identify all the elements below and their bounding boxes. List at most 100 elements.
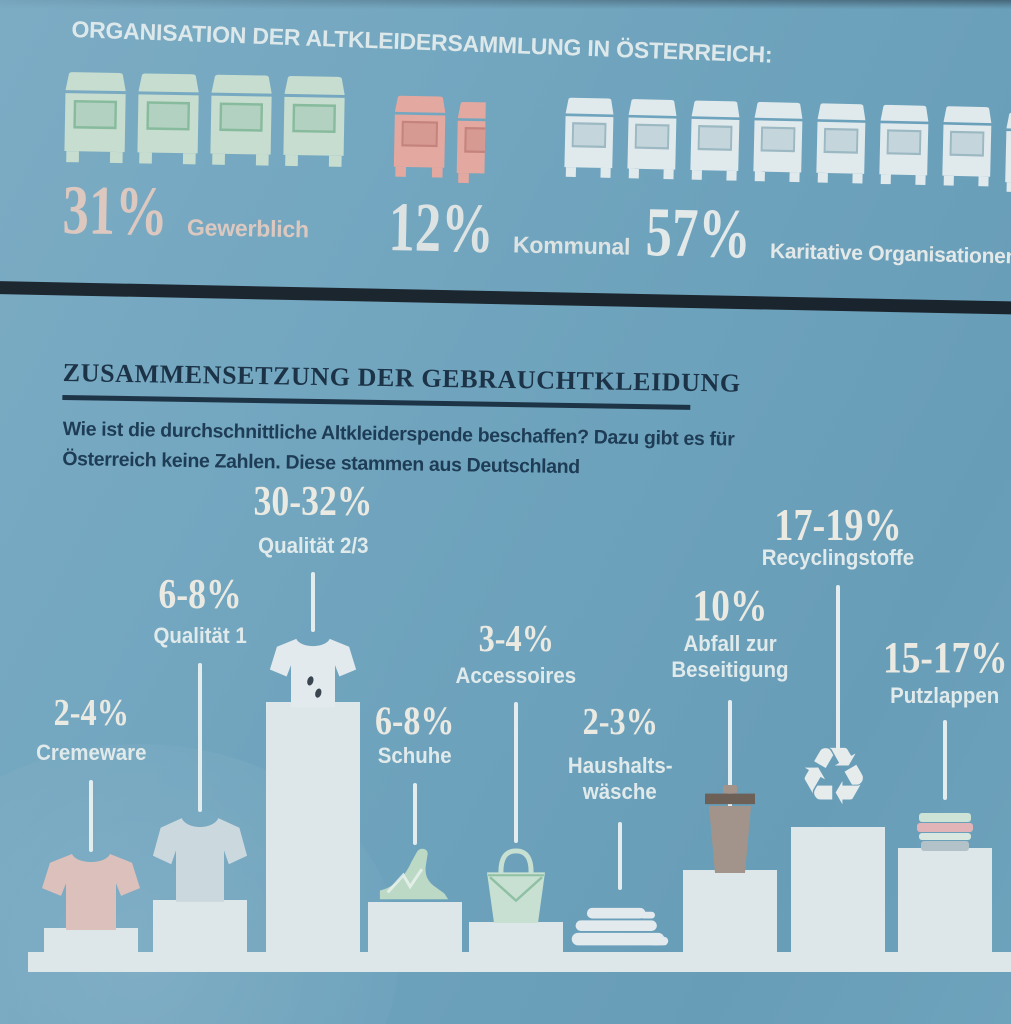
item-name-line: Abfall zur xyxy=(620,631,840,657)
bar xyxy=(368,902,462,956)
group-label: Karitative Organisationen xyxy=(769,239,1011,269)
clothing-container-icon xyxy=(390,92,449,188)
container-group-0 xyxy=(60,68,349,178)
item-name: Putzlappen xyxy=(835,683,1011,709)
item-name-line: Schuhe xyxy=(305,743,525,769)
clothing-container-icon-partial xyxy=(1002,109,1011,197)
item-percent-text: 17-19% xyxy=(774,500,902,550)
item-percent-text: 2-4% xyxy=(53,692,129,734)
leader-line xyxy=(311,572,315,632)
clothing-container-icon-partial xyxy=(453,98,486,189)
item-name-line: Qualität 1 xyxy=(90,623,310,649)
item-name-line: Putzlappen xyxy=(835,683,1011,709)
item-name-text: Haushalts- xyxy=(567,753,673,778)
paper-shadow-overlay xyxy=(0,0,1011,9)
item-percent: 2-3% xyxy=(510,702,730,743)
clothing-container-icon xyxy=(687,97,743,191)
clothing-container-icon xyxy=(561,94,617,188)
shoe-icon xyxy=(376,847,454,905)
container-group-caption-0: 31% Gewerblich xyxy=(61,172,310,251)
clothing-container-icon xyxy=(624,95,680,189)
clothing-container-icon xyxy=(750,98,806,192)
item-name-text: Accessoires xyxy=(455,663,577,688)
item-name: Qualität 2/3 xyxy=(203,533,423,559)
clothing-container-icon xyxy=(133,69,203,175)
handbag-icon xyxy=(480,847,552,925)
bottom-section-heading: ZUSAMMENSETZUNG DER GEBRAUCHTKLEIDUNG xyxy=(62,358,741,398)
item-name: Accessoires xyxy=(406,663,626,689)
group-percent: 31% xyxy=(61,172,169,251)
item-name-line: Accessoires xyxy=(406,663,626,689)
group-label: Gewerblich xyxy=(186,214,310,243)
item-percent: 15-17% xyxy=(835,633,1011,682)
clothing-container-icon xyxy=(939,103,995,197)
item-percent: 6-8% xyxy=(90,573,310,617)
leader-line xyxy=(943,720,947,800)
leader-line xyxy=(836,585,840,753)
item-percent: 10% xyxy=(620,581,840,630)
clothing-container-icon xyxy=(876,101,932,195)
group-label: Kommunal xyxy=(512,231,631,260)
leader-line xyxy=(198,663,202,812)
bar xyxy=(683,870,777,956)
item-percent-text: 3-4% xyxy=(478,618,554,660)
item-name-text: Schuhe xyxy=(378,743,452,768)
item-name: Cremeware xyxy=(0,740,201,766)
item-percent-text: 6-8% xyxy=(158,572,242,618)
container-group-2 xyxy=(561,94,1011,197)
bar xyxy=(791,827,885,956)
item-name-line: Haushalts- xyxy=(510,753,730,779)
bar xyxy=(266,702,360,956)
item-name: Qualität 1 xyxy=(90,623,310,649)
item-percent-text: 10% xyxy=(692,581,768,630)
item-percent-text: 30-32% xyxy=(253,479,373,525)
trash-can-icon xyxy=(698,785,762,873)
tshirt-buttons-icon xyxy=(269,638,357,708)
leader-line xyxy=(618,822,622,890)
group-percent: 12% xyxy=(387,189,495,269)
heading-underline xyxy=(62,394,691,410)
towels-icon xyxy=(568,906,672,954)
item-percent: 3-4% xyxy=(406,618,626,660)
tshirt-icon xyxy=(152,817,248,903)
section-divider xyxy=(0,281,1011,315)
item-percent: 30-32% xyxy=(203,480,423,524)
bar xyxy=(44,928,138,956)
item-percent-text: 15-17% xyxy=(882,633,1008,682)
recycle-icon: ♻ xyxy=(798,730,870,823)
clothing-container-icon xyxy=(279,72,349,178)
clothing-container-icon xyxy=(206,71,276,177)
item-percent: 17-19% xyxy=(728,500,948,550)
group-percent: 57% xyxy=(644,194,752,274)
container-group-caption-2: 57% Karitative Organisationen xyxy=(644,194,1011,276)
leader-line xyxy=(413,783,417,845)
item-name-text: Qualität 2/3 xyxy=(257,533,369,558)
item-name-line: Beseitigung xyxy=(620,657,840,683)
item-percent-text: 6-8% xyxy=(375,698,455,743)
bar xyxy=(469,922,563,956)
rags-icon xyxy=(916,813,974,851)
item-name-text: Abfall zur xyxy=(683,631,777,656)
bar xyxy=(898,848,992,956)
chart-baseline xyxy=(28,952,1011,972)
item-name: Abfall zur Beseitigung xyxy=(620,631,840,683)
item-percent: 2-4% xyxy=(0,692,201,734)
item-name-text: Putzlappen xyxy=(890,683,1000,708)
item-percent: 6-8% xyxy=(305,700,525,742)
intro-text: Wie ist die durchschnittliche Altkleider… xyxy=(62,414,763,485)
top-section-title: ORGANISATION DER ALTKLEIDERSAMMLUNG IN Ö… xyxy=(71,16,773,68)
item-name-text: Beseitigung xyxy=(671,657,789,682)
item-name-text: Cremeware xyxy=(35,740,147,765)
item-name-line: wäsche xyxy=(510,779,730,805)
container-group-1 xyxy=(390,92,486,189)
bar xyxy=(153,900,247,956)
item-name-text: Qualität 1 xyxy=(153,623,247,648)
item-name-text: Recyclingstoffe xyxy=(761,545,915,570)
item-name-line: Recyclingstoffe xyxy=(728,545,948,571)
leader-line xyxy=(514,702,518,843)
item-name-line: Cremeware xyxy=(0,740,201,766)
tshirt-icon xyxy=(41,853,141,931)
item-name: Schuhe xyxy=(305,743,525,769)
item-name-text: wäsche xyxy=(583,779,657,804)
